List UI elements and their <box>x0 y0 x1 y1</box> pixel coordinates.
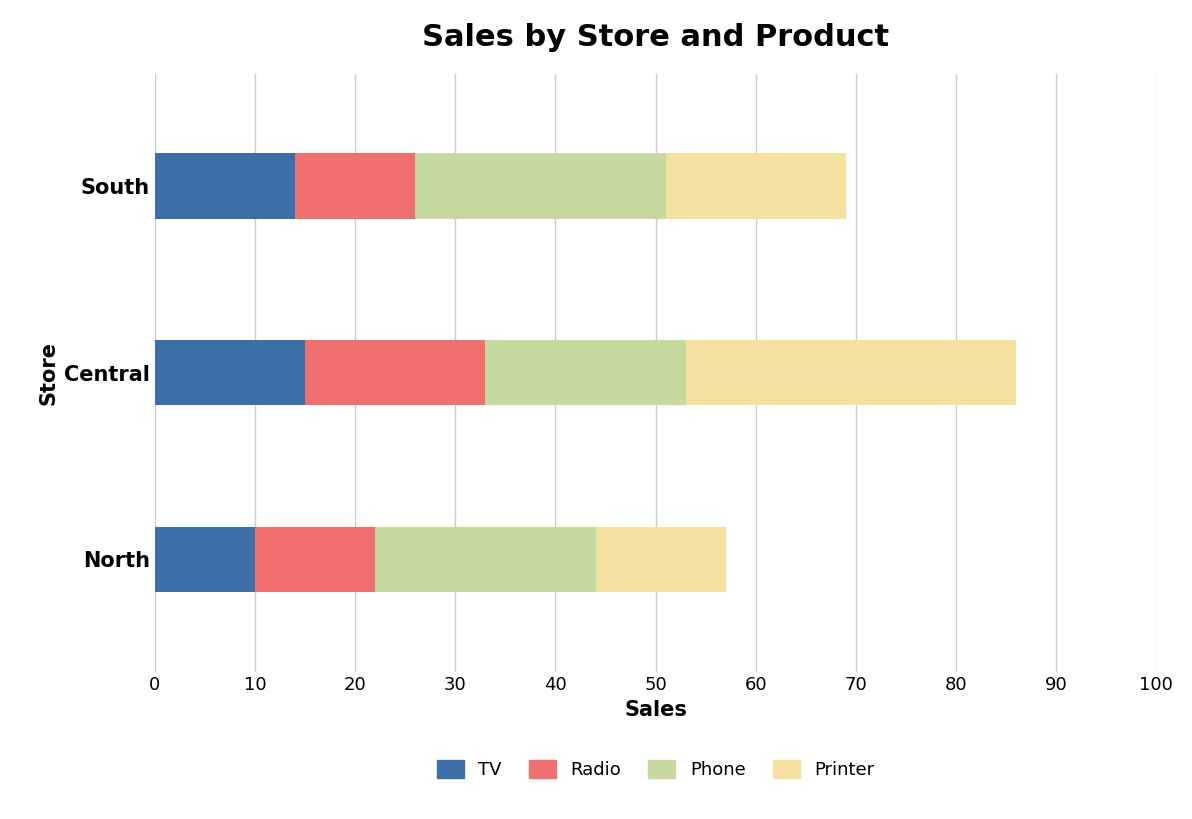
Bar <box>415 153 665 219</box>
X-axis label: Sales: Sales <box>625 700 687 720</box>
Bar <box>665 153 846 219</box>
Bar <box>155 340 305 405</box>
Bar <box>155 527 255 592</box>
Bar <box>296 153 415 219</box>
Bar <box>485 340 685 405</box>
Bar <box>375 527 596 592</box>
Bar <box>155 153 296 219</box>
Bar <box>305 340 485 405</box>
Bar <box>596 527 726 592</box>
Y-axis label: Store: Store <box>38 341 58 405</box>
Bar <box>685 340 1016 405</box>
Legend: TV, Radio, Phone, Printer: TV, Radio, Phone, Printer <box>429 753 882 786</box>
Bar <box>255 527 375 592</box>
Title: Sales by Store and Product: Sales by Store and Product <box>422 23 889 52</box>
